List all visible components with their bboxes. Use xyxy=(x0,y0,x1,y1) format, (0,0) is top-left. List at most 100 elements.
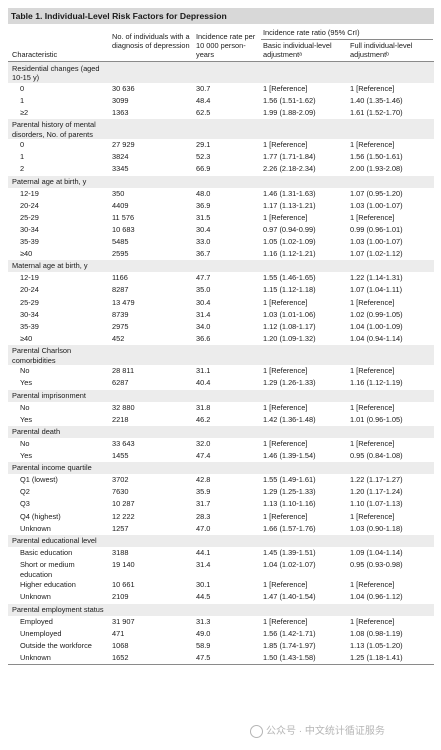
table-row: Short or medium education 19 140 31.4 1.04 … xyxy=(8,559,434,580)
table-row: 1 3099 48.4 1.56 (1.51-1.62) 1.40 (1.35-1.46… xyxy=(8,95,434,107)
row-label-cell: Parental death xyxy=(12,426,61,436)
table-body: Residential changes (aged 10-15 y) 0 30 63… xyxy=(8,62,434,666)
individuals-cell: 5485 xyxy=(112,237,129,247)
incidence-rate-cell: 30.1 xyxy=(196,580,211,590)
table-row: Employed 31 907 31.3 1 [Reference] 1 [Refere… xyxy=(8,616,434,628)
table-row: ≥2 1363 62.5 1.99 (1.88-2.09) 1.61 (1.52-1.7… xyxy=(8,107,434,119)
basic-irr-cell: 1.16 (1.12-1.21) xyxy=(263,249,316,259)
table-row: 35-39 2975 34.0 1.12 (1.08-1.17) 1.04 (1.00-… xyxy=(8,321,434,333)
incidence-rate-cell: 40.4 xyxy=(196,378,211,388)
basic-irr-cell: 1.29 (1.26-1.33) xyxy=(263,378,316,388)
full-irr-cell: 1 [Reference] xyxy=(350,438,395,448)
incidence-rate-cell: 47.5 xyxy=(196,652,211,662)
row-label-cell: ≥40 xyxy=(20,249,33,259)
full-irr-cell: 1.40 (1.35-1.46) xyxy=(350,95,403,105)
row-label-cell: 2 xyxy=(20,164,25,174)
table-row: 20-24 4409 36.9 1.17 (1.13-1.21) 1.03 (1.00-… xyxy=(8,200,434,212)
incidence-rate-cell: 31.5 xyxy=(196,212,211,222)
full-irr-cell: 1 [Reference] xyxy=(350,511,395,521)
table-row: Q1 (lowest) 3702 42.8 1.55 (1.49-1.61) 1.22 … xyxy=(8,474,434,486)
row-label-cell: Paternal age at birth, y xyxy=(12,176,87,186)
individuals-cell: 11 576 xyxy=(112,212,135,222)
individuals-cell: 31 907 xyxy=(112,616,135,626)
table-row: Outside the workforce 1068 58.9 1.85 (1.74-… xyxy=(8,640,434,652)
incidence-rate-cell: 36.6 xyxy=(196,333,211,343)
row-label-cell: Parental educational level xyxy=(12,535,97,545)
individuals-cell: 2595 xyxy=(112,249,129,259)
individuals-cell: 33 643 xyxy=(112,438,135,448)
row-label-cell: Q4 (highest) xyxy=(20,511,61,521)
table-row: 1 3824 52.3 1.77 (1.71-1.84) 1.56 (1.50-1.61… xyxy=(8,151,434,163)
row-label-cell: Unknown xyxy=(20,652,51,662)
individuals-cell: 3824 xyxy=(112,152,129,162)
basic-irr-cell: 1.55 (1.49-1.61) xyxy=(263,475,316,485)
individuals-cell: 10 683 xyxy=(112,224,135,234)
table-row: Q3 10 287 31.7 1.13 (1.10-1.16) 1.10 (1.07-1… xyxy=(8,498,434,510)
individuals-cell: 3099 xyxy=(112,95,129,105)
full-irr-cell: 1 [Reference] xyxy=(350,402,395,412)
full-irr-cell: 1.01 (0.96-1.05) xyxy=(350,414,403,424)
row-label-cell: No xyxy=(20,366,30,376)
row-label-cell: Residential changes (aged 10-15 y) xyxy=(12,63,100,82)
incidence-rate-cell: 62.5 xyxy=(196,107,211,117)
row-label-cell: 0 xyxy=(20,83,25,93)
basic-irr-cell: 1 [Reference] xyxy=(263,83,308,93)
incidence-rate-cell: 31.8 xyxy=(196,402,211,412)
basic-irr-cell: 1.03 (1.01-1.06) xyxy=(263,309,316,319)
section-header-row: Parental death xyxy=(8,425,434,438)
incidence-rate-cell: 31.4 xyxy=(196,309,211,319)
table-row: Yes 2218 46.2 1.42 (1.36-1.48) 1.01 (0.96-1.… xyxy=(8,414,434,426)
basic-irr-cell: 1 [Reference] xyxy=(263,212,308,222)
individuals-cell: 13 479 xyxy=(112,297,135,307)
row-label-cell: 1 xyxy=(20,95,25,105)
basic-irr-cell: 1 [Reference] xyxy=(263,511,308,521)
basic-irr-cell: 1 [Reference] xyxy=(263,616,308,626)
basic-irr-cell: 1.46 (1.31-1.63) xyxy=(263,188,316,198)
row-label-cell: Maternal age at birth, y xyxy=(12,261,88,271)
section-header-row: Maternal age at birth, y xyxy=(8,260,434,273)
full-irr-cell: 1.04 (0.96-1.12) xyxy=(350,592,403,602)
header-full-adjustment: Full individual-level adjustmentᵇ xyxy=(350,41,413,59)
incidence-rate-cell: 52.3 xyxy=(196,152,211,162)
incidence-rate-cell: 30.4 xyxy=(196,224,211,234)
individuals-cell: 8287 xyxy=(112,285,129,295)
full-irr-cell: 1.04 (0.94-1.14) xyxy=(350,333,403,343)
table-row: 12-19 1166 47.7 1.55 (1.46-1.65) 1.22 (1.14-… xyxy=(8,272,434,284)
basic-irr-cell: 1.20 (1.09-1.32) xyxy=(263,333,316,343)
full-irr-cell: 1.10 (1.07-1.13) xyxy=(350,499,403,509)
table-row: Unknown 1257 47.0 1.66 (1.57-1.76) 1.03 (0.9… xyxy=(8,523,434,535)
table-row: 30-34 8739 31.4 1.03 (1.01-1.06) 1.02 (0.99-… xyxy=(8,309,434,321)
row-label-cell: Unknown xyxy=(20,592,51,602)
row-label-cell: 20-24 xyxy=(20,285,39,295)
row-label-cell: Basic education xyxy=(20,547,73,557)
section-header-row: Parental income quartile xyxy=(8,462,434,475)
basic-irr-cell: 1.99 (1.88-2.09) xyxy=(263,107,316,117)
row-label-cell: Unemployed xyxy=(20,628,62,638)
full-irr-cell: 1.56 (1.50-1.61) xyxy=(350,152,403,162)
row-label-cell: Yes xyxy=(20,414,33,424)
individuals-cell: 471 xyxy=(112,628,125,638)
full-irr-cell: 2.00 (1.93-2.08) xyxy=(350,164,403,174)
row-label-cell: Q1 (lowest) xyxy=(20,475,58,485)
individuals-cell: 1257 xyxy=(112,523,129,533)
section-header-row: Parental educational level xyxy=(8,534,434,547)
full-irr-cell: 1 [Reference] xyxy=(350,83,395,93)
basic-irr-cell: 1.45 (1.39-1.51) xyxy=(263,547,316,557)
row-label-cell: 35-39 xyxy=(20,321,39,331)
full-irr-cell: 0.99 (0.96-1.01) xyxy=(350,224,403,234)
full-irr-cell: 0.95 (0.93-0.98) xyxy=(350,560,403,570)
individuals-cell: 2109 xyxy=(112,592,129,602)
incidence-rate-cell: 30.7 xyxy=(196,83,211,93)
header-irr-group: Incidence rate ratio (95% CrI) xyxy=(263,28,360,37)
basic-irr-cell: 1 [Reference] xyxy=(263,297,308,307)
incidence-rate-cell: 35.0 xyxy=(196,285,211,295)
incidence-rate-cell: 66.9 xyxy=(196,164,211,174)
individuals-cell: 350 xyxy=(112,188,125,198)
incidence-rate-cell: 31.7 xyxy=(196,499,211,509)
basic-irr-cell: 1 [Reference] xyxy=(263,580,308,590)
incidence-rate-cell: 29.1 xyxy=(196,140,211,150)
watermark-text: 公众号 · 中文统计循证服务 xyxy=(266,726,385,737)
row-label-cell: 0 xyxy=(20,140,25,150)
row-label-cell: No xyxy=(20,438,30,448)
row-label-cell: Parental Charlson comorbidities xyxy=(12,346,72,365)
